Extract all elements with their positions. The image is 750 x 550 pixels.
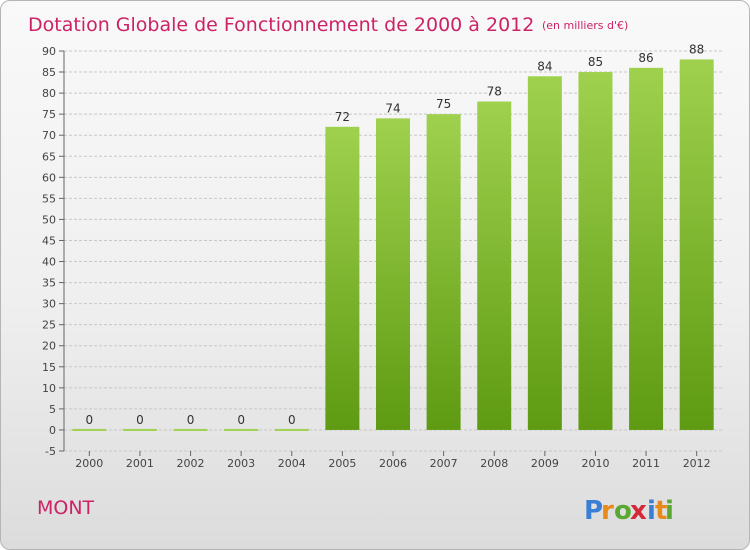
bar-2012 [679,59,714,430]
bar-2006 [376,118,410,430]
bar-2008 [477,101,512,430]
y-tick-label: 5 [49,403,56,416]
x-tick-label: 2001 [126,457,154,470]
logo-letter: P [584,496,603,526]
y-tick-label: 55 [42,192,56,205]
y-tick-label: 40 [42,256,56,269]
proxiti-logo: Pr ox i ti [584,496,674,526]
y-tick-label: -5 [45,445,56,458]
chart-unit: (en milliers d'€) [542,19,628,32]
y-tick-label: 80 [42,87,56,100]
x-tick-label: 2005 [328,457,356,470]
y-tick-label: 90 [42,45,56,58]
logo-letter: x [630,496,647,526]
x-tick-label: 2010 [581,457,609,470]
value-label: 74 [385,101,400,115]
bar-2005 [325,126,360,430]
y-tick-label: 15 [42,361,56,374]
y-tick-label: 60 [42,171,56,184]
value-label: 88 [689,42,704,56]
x-tick-label: 2009 [531,457,559,470]
y-tick-label: 0 [49,424,56,437]
bar-2002 [173,428,208,431]
x-tick-label: 2004 [278,457,306,470]
y-tick-label: 30 [42,298,56,311]
y-axis: -5 0 5 10 15 20 25 30 35 40 45 50 55 60 65 70 75 80 85 90 [42,45,65,458]
x-tick-label: 2000 [75,457,103,470]
bar-2001 [122,428,157,431]
bar-2010 [578,72,613,430]
y-tick-label: 25 [42,319,56,332]
bar-2007 [426,114,461,430]
y-tick-label: 50 [42,213,56,226]
value-label: 75 [436,97,451,111]
logo-letter: i [665,496,674,526]
y-tick-label: 75 [42,108,56,121]
chart-title: Dotation Globale de Fonctionnement de 20… [28,14,534,36]
x-tick-label: 2012 [683,457,711,470]
x-axis-labels: 2000 2001 2002 2003 2004 2005 2006 2007 2008 2009… [75,451,711,470]
logo-letter: r [601,496,614,526]
logo-letter: o [614,496,632,526]
bar-2003 [224,428,259,431]
y-tick-label: 35 [42,277,56,290]
bar-2004 [274,428,309,431]
logo-letter: t [655,496,667,526]
x-tick-label: 2011 [632,457,660,470]
value-label: 85 [588,55,603,69]
bar-2009 [527,76,562,430]
x-tick-label: 2002 [177,457,205,470]
value-label: 84 [537,59,552,73]
y-tick-label: 10 [42,382,56,395]
y-tick-label: 45 [42,234,56,247]
value-label: 78 [487,85,502,99]
bar-2000 [72,428,107,431]
bar-2011 [629,67,664,430]
value-label: 0 [237,413,245,427]
value-label: 0 [288,413,296,427]
y-tick-label: 85 [42,66,56,79]
y-tick-label: 65 [42,150,56,163]
y-tick-label: 70 [42,129,56,142]
value-label: 0 [136,413,144,427]
value-label: 72 [335,110,350,124]
x-tick-label: 2003 [227,457,255,470]
bars: 0 0 0 0 0 72 74 75 78 84 85 86 88 [72,42,714,431]
commune-name: MONT [37,497,95,519]
value-label: 86 [638,51,653,65]
value-label: 0 [187,413,195,427]
y-tick-label: 20 [42,340,56,353]
value-label: 0 [85,413,93,427]
x-tick-label: 2008 [480,457,508,470]
logo-letter: i [647,496,656,526]
x-tick-label: 2006 [379,457,407,470]
x-tick-label: 2007 [430,457,458,470]
